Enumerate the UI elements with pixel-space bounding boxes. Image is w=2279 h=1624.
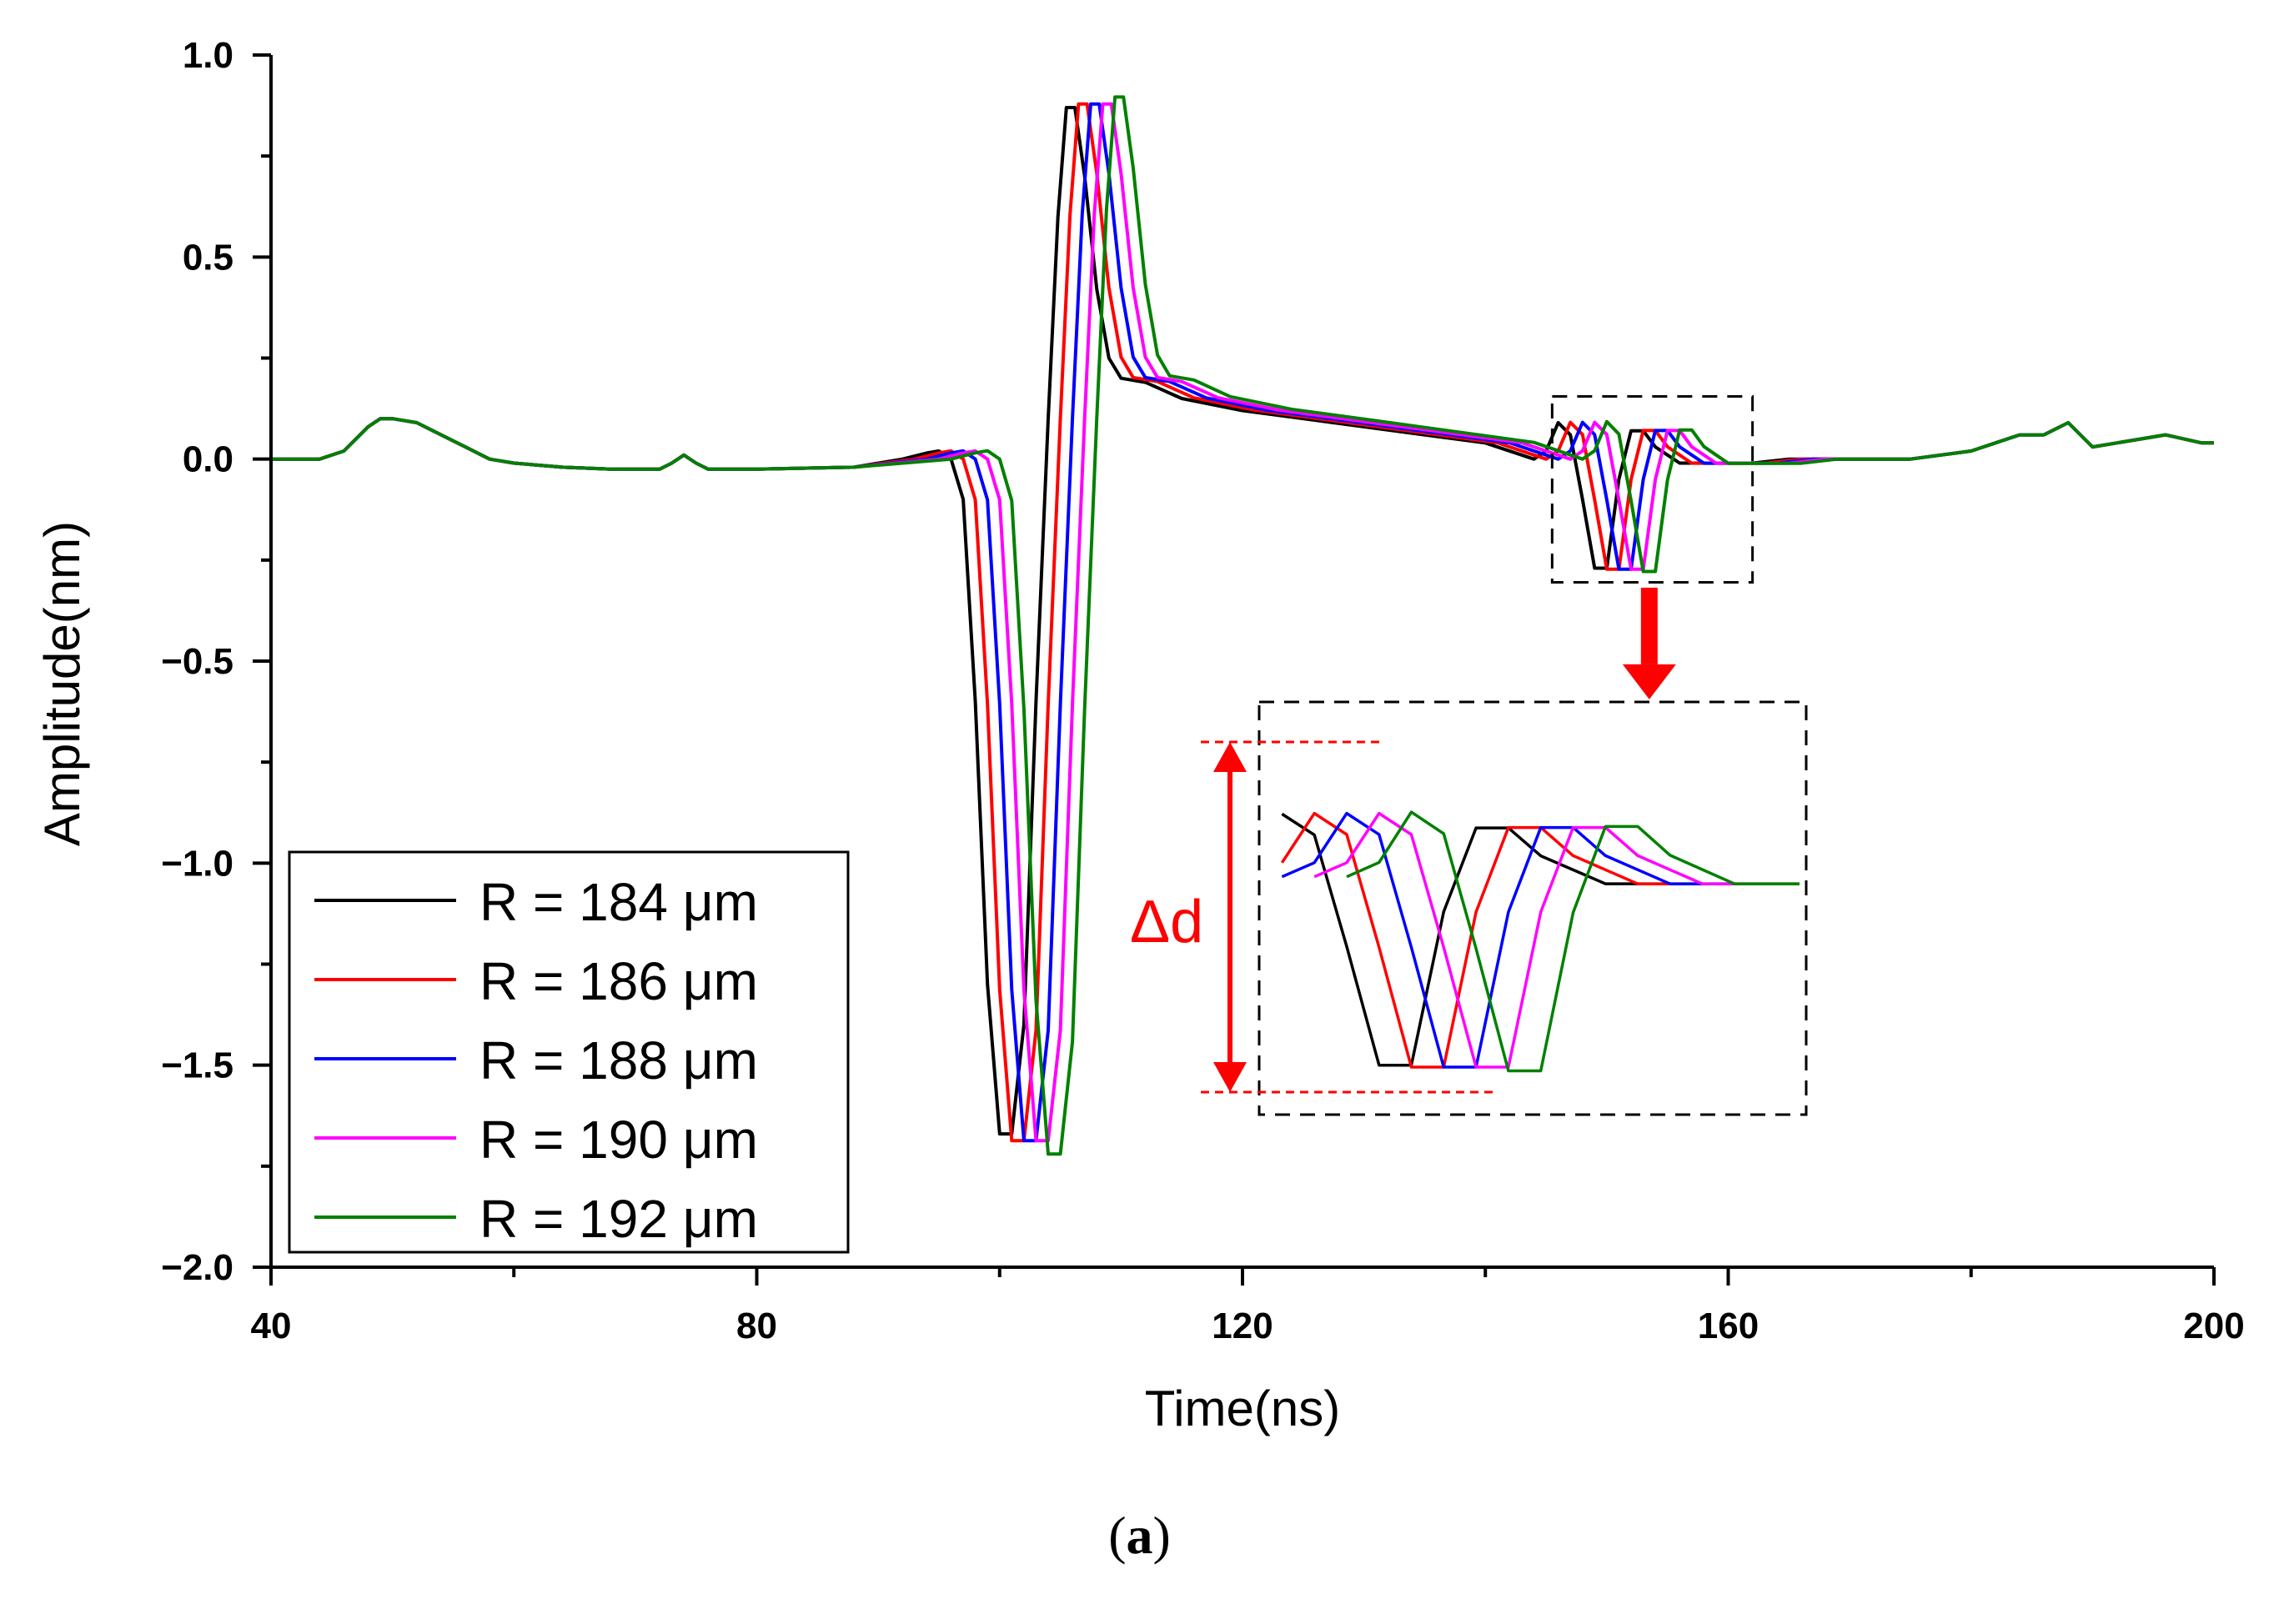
series-layer	[271, 95, 2214, 1156]
zoom-source-box	[1550, 395, 1754, 584]
inset-box	[1257, 700, 1808, 1116]
x-axis-title: Time(ns)	[1145, 1381, 1340, 1436]
legend-box	[288, 850, 850, 1254]
y-tick-label: 1.0	[183, 35, 233, 76]
y-tick-label: 0.0	[183, 439, 233, 480]
delta-arrow-head-bottom	[1213, 1062, 1247, 1092]
inset-series-line-4	[1346, 810, 1800, 1073]
zoom-arrow-head	[1622, 664, 1676, 699]
x-tick-label: 40	[251, 1306, 292, 1346]
y-tick-label: −2.0	[161, 1247, 233, 1288]
legend-label-3: R = 190 μm	[479, 1110, 758, 1170]
caption-label: a	[1126, 1506, 1153, 1565]
legend-label-0: R = 184 μm	[479, 872, 758, 932]
legend-label-2: R = 188 μm	[479, 1030, 758, 1090]
y-tick-label: −1.0	[161, 843, 233, 884]
y-tick-label: 0.5	[183, 237, 233, 278]
inset-series-line-0	[1281, 812, 1800, 1067]
series-line-4	[271, 95, 2214, 1156]
inset-magnifier: Δd	[1130, 395, 1808, 1116]
legend-label-4: R = 192 μm	[479, 1189, 758, 1249]
figure-caption: (a)	[1108, 1506, 1171, 1565]
inset-series-line-3	[1313, 811, 1768, 1069]
x-tick-label: 200	[2183, 1306, 2244, 1346]
y-axis-title: Amplitude(nm)	[34, 521, 90, 846]
legend: R = 184 μm R = 186 μm R = 188 μm R = 190 μm…	[288, 850, 850, 1254]
x-tick-label: 80	[736, 1306, 777, 1346]
legend-label-1: R = 186 μm	[479, 951, 758, 1011]
inset-series-line-1	[1280, 811, 1703, 1069]
inset-series-line-2	[1281, 811, 1735, 1069]
axes-layer: 40 80 120 160 200 1.0 0.5 0.0 −0.5 −1.0 −1.5 −2.0	[161, 35, 2245, 1346]
delta-label: Δd	[1130, 889, 1203, 955]
delta-arrow-head-top	[1213, 742, 1247, 772]
y-tick-label: −1.5	[161, 1045, 233, 1086]
zoom-arrow-shaft	[1640, 587, 1658, 664]
x-tick-label: 120	[1212, 1306, 1273, 1346]
x-tick-label: 160	[1698, 1306, 1759, 1346]
y-tick-label: −0.5	[161, 641, 233, 682]
